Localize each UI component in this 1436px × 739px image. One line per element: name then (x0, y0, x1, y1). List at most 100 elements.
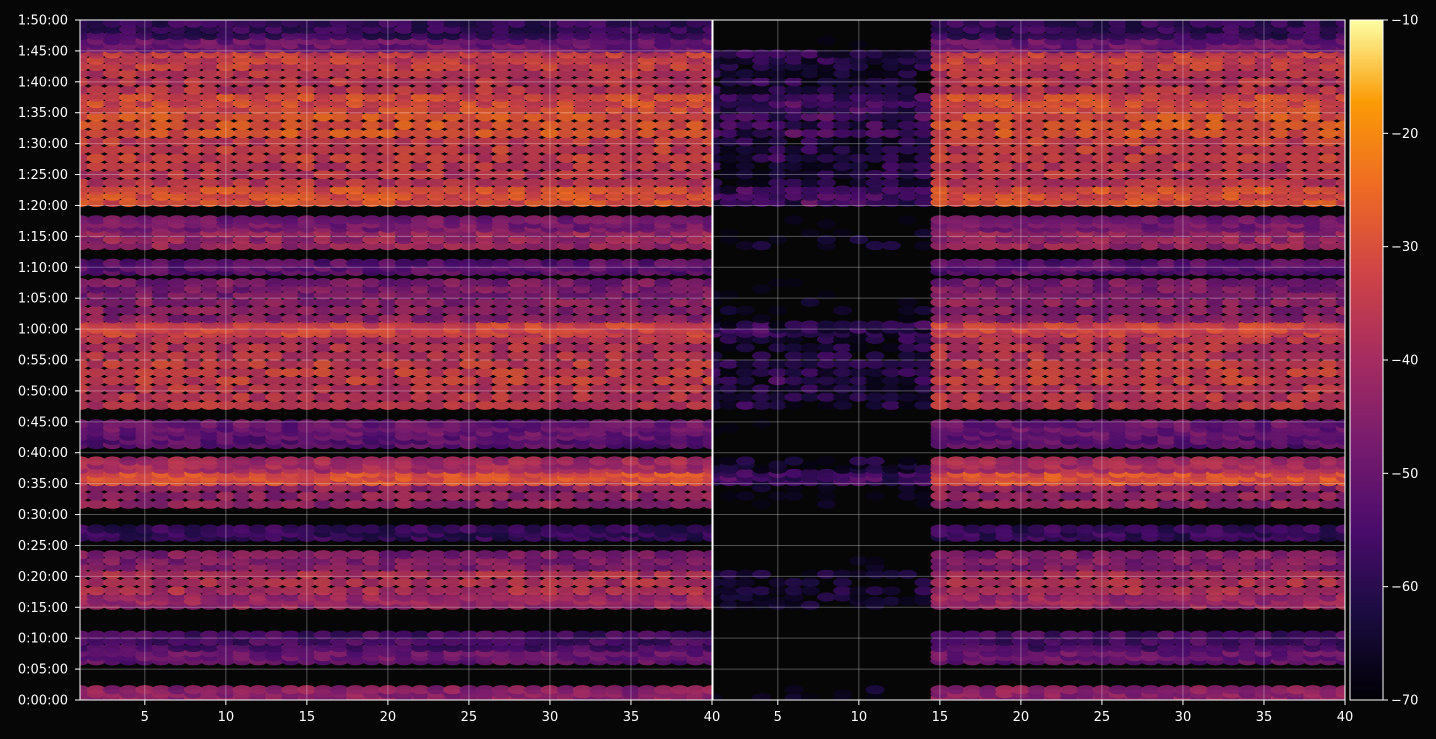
heatmap-cell (135, 569, 155, 579)
heatmap-cell (605, 400, 625, 410)
heatmap-cell (686, 169, 706, 180)
heatmap-cell (605, 384, 625, 394)
heatmap-cell (914, 367, 934, 377)
heatmap-cell (248, 215, 268, 225)
heatmap-cell (686, 314, 706, 324)
heatmap-cell (378, 178, 398, 188)
heatmap-cell (281, 456, 301, 466)
heatmap-cell (1205, 419, 1225, 429)
heatmap-cell (86, 392, 106, 402)
heatmap-cell (1157, 577, 1177, 588)
heatmap-cell (1060, 586, 1079, 596)
heatmap-cell (508, 169, 527, 180)
heatmap-cell (1189, 685, 1209, 695)
heatmap-cell (183, 145, 203, 155)
heatmap-cell (151, 343, 171, 353)
heatmap-cell (995, 384, 1015, 394)
heatmap-cell (216, 258, 236, 268)
heatmap-cell (86, 92, 106, 102)
heatmap-cell (216, 69, 236, 79)
heatmap-cell (556, 351, 576, 361)
heatmap-cell (572, 258, 592, 268)
heatmap-cell (200, 85, 220, 95)
heatmap-cell (248, 384, 268, 394)
heatmap-cell (151, 128, 171, 138)
heatmap-cell (556, 278, 576, 288)
heatmap-cell (183, 297, 203, 307)
heatmap-cell (475, 85, 495, 95)
heatmap-cell (410, 185, 430, 195)
heatmap-cell (297, 586, 317, 596)
heatmap-cell (524, 550, 544, 560)
heatmap-cell (248, 392, 268, 402)
heatmap-cell (80, 153, 90, 163)
heatmap-cell (508, 69, 527, 79)
heatmap-cell (410, 169, 430, 180)
heatmap-cell (946, 419, 966, 429)
heatmap-cell (102, 384, 122, 394)
heatmap-cell (768, 577, 788, 588)
heatmap-cell (621, 524, 641, 534)
heatmap-cell (297, 128, 317, 138)
heatmap-cell (556, 153, 576, 163)
heatmap-cell (410, 577, 430, 588)
heatmap-cell (1141, 685, 1160, 695)
heatmap-cell (200, 384, 220, 394)
heatmap-cell (653, 569, 673, 579)
heatmap-cell (1124, 569, 1144, 579)
heatmap-cell (216, 215, 236, 225)
heatmap-cell (1011, 586, 1031, 596)
heatmap-cell (589, 586, 609, 596)
heatmap-cell (752, 464, 772, 474)
heatmap-cell (329, 392, 349, 402)
heatmap-cell (119, 178, 139, 188)
heatmap-cell (1303, 367, 1323, 377)
heatmap-cell (183, 278, 203, 288)
heatmap-cell (86, 630, 106, 640)
heatmap-cell (86, 120, 106, 130)
heatmap-cell (1303, 685, 1323, 695)
heatmap-cell (572, 550, 592, 560)
heatmap-cell (621, 499, 641, 509)
heatmap-cell (86, 456, 106, 466)
heatmap-cell (1173, 499, 1193, 509)
heatmap-cell (232, 258, 252, 268)
heatmap-cell (410, 384, 430, 394)
heatmap-cell (1060, 577, 1079, 588)
heatmap-cell (1189, 367, 1209, 377)
heatmap-cell (1141, 392, 1160, 402)
heatmap-cell (979, 499, 998, 509)
heatmap-cell (200, 586, 220, 596)
heatmap-cell (102, 419, 122, 429)
heatmap-cell (881, 586, 901, 596)
heatmap-cell (281, 419, 301, 429)
heatmap-cell (1157, 419, 1177, 429)
heatmap-cell (491, 185, 511, 195)
heatmap-cell (1141, 499, 1160, 509)
heatmap-cell (1319, 550, 1339, 560)
heatmap-cell (167, 400, 187, 410)
heatmap-cell (637, 359, 657, 369)
heatmap-cell (265, 685, 284, 695)
heatmap-cell (995, 569, 1015, 579)
heatmap-cell (1124, 400, 1144, 410)
heatmap-cell (119, 630, 139, 640)
heatmap-cell (816, 499, 836, 509)
heatmap-cell (86, 351, 106, 361)
heatmap-cell (427, 359, 446, 369)
heatmap-cell (475, 400, 495, 410)
heatmap-cell (443, 343, 463, 353)
heatmap-cell (1189, 456, 1209, 466)
heatmap-cell (930, 586, 950, 596)
heatmap-cell (459, 630, 479, 640)
heatmap-cell (702, 351, 712, 361)
heatmap-cell (1173, 524, 1193, 534)
heatmap-cell (1205, 685, 1225, 695)
heatmap-cell (362, 367, 382, 377)
heatmap-cell (881, 400, 901, 410)
heatmap-cell (232, 577, 252, 588)
heatmap-cell (346, 278, 365, 288)
heatmap-cell (1222, 586, 1242, 596)
heatmap-cell (443, 85, 463, 95)
heatmap-cell (313, 77, 333, 87)
